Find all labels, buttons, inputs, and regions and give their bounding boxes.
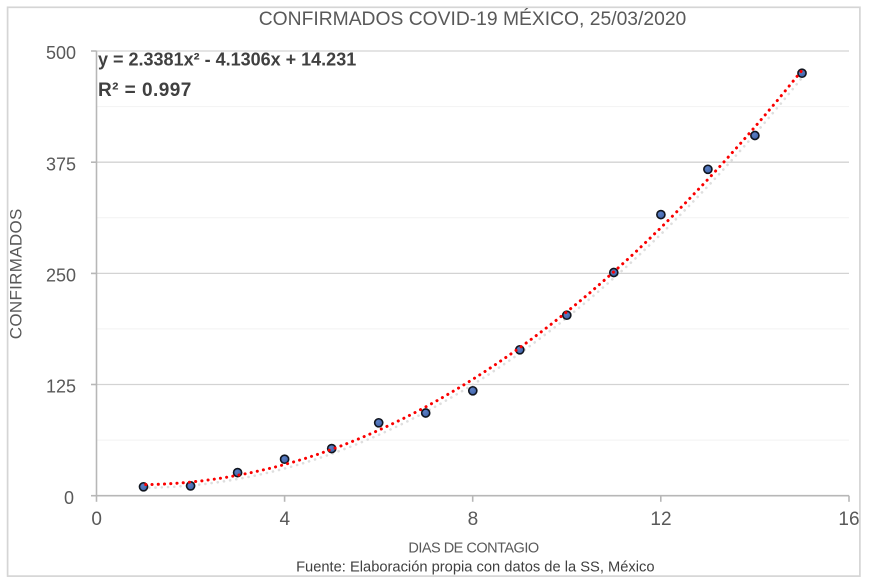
svg-text:Fuente: Elaboración propia con: Fuente: Elaboración propia con datos de … bbox=[296, 559, 654, 575]
svg-text:12: 12 bbox=[650, 509, 671, 530]
svg-text:0: 0 bbox=[91, 509, 102, 530]
svg-text:375: 375 bbox=[46, 154, 76, 174]
svg-text:250: 250 bbox=[46, 266, 76, 286]
svg-text:8: 8 bbox=[468, 509, 479, 530]
svg-text:DIAS DE CONTAGIO: DIAS DE CONTAGIO bbox=[408, 541, 539, 557]
svg-text:CONFIRMADOS: CONFIRMADOS bbox=[6, 208, 25, 339]
svg-text:y = 2.3381x² - 4.1306x + 14.23: y = 2.3381x² - 4.1306x + 14.231 bbox=[98, 49, 356, 69]
svg-text:500: 500 bbox=[46, 43, 76, 63]
svg-text:0: 0 bbox=[64, 488, 74, 508]
svg-text:125: 125 bbox=[46, 377, 76, 397]
svg-text:CONFIRMADOS COVID-19 MÉXICO, 2: CONFIRMADOS COVID-19 MÉXICO, 25/03/2020 bbox=[259, 7, 687, 30]
svg-text:R² = 0.997: R² = 0.997 bbox=[98, 80, 192, 101]
svg-text:4: 4 bbox=[280, 509, 291, 530]
svg-text:16: 16 bbox=[838, 509, 859, 530]
